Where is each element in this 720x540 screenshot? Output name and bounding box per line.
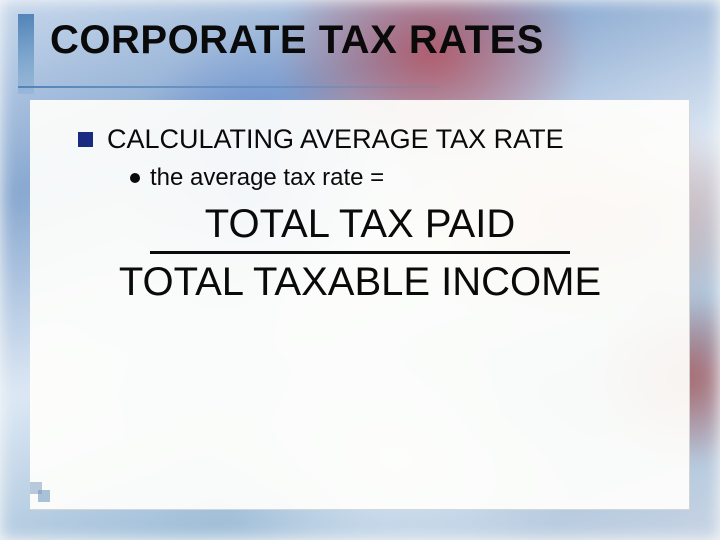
dot-bullet-icon [130,173,140,183]
content-background [30,100,690,510]
corner-marker [38,490,50,502]
level2-text: the average tax rate = [150,164,384,192]
corner-accent [18,14,34,94]
formula-denominator: TOTAL TAXABLE INCOME [80,260,640,305]
slide-title: CORPORATE TAX RATES [50,18,544,63]
level1-text: CALCULATING AVERAGE TAX RATE [107,124,564,155]
formula-numerator: TOTAL TAX PAID [150,202,570,254]
bullet-level1: CALCULATING AVERAGE TAX RATE [78,124,564,155]
bullet-level2: the average tax rate = [130,164,384,192]
formula-fraction: TOTAL TAX PAID TOTAL TAXABLE INCOME [80,202,640,305]
square-bullet-icon [78,132,93,147]
